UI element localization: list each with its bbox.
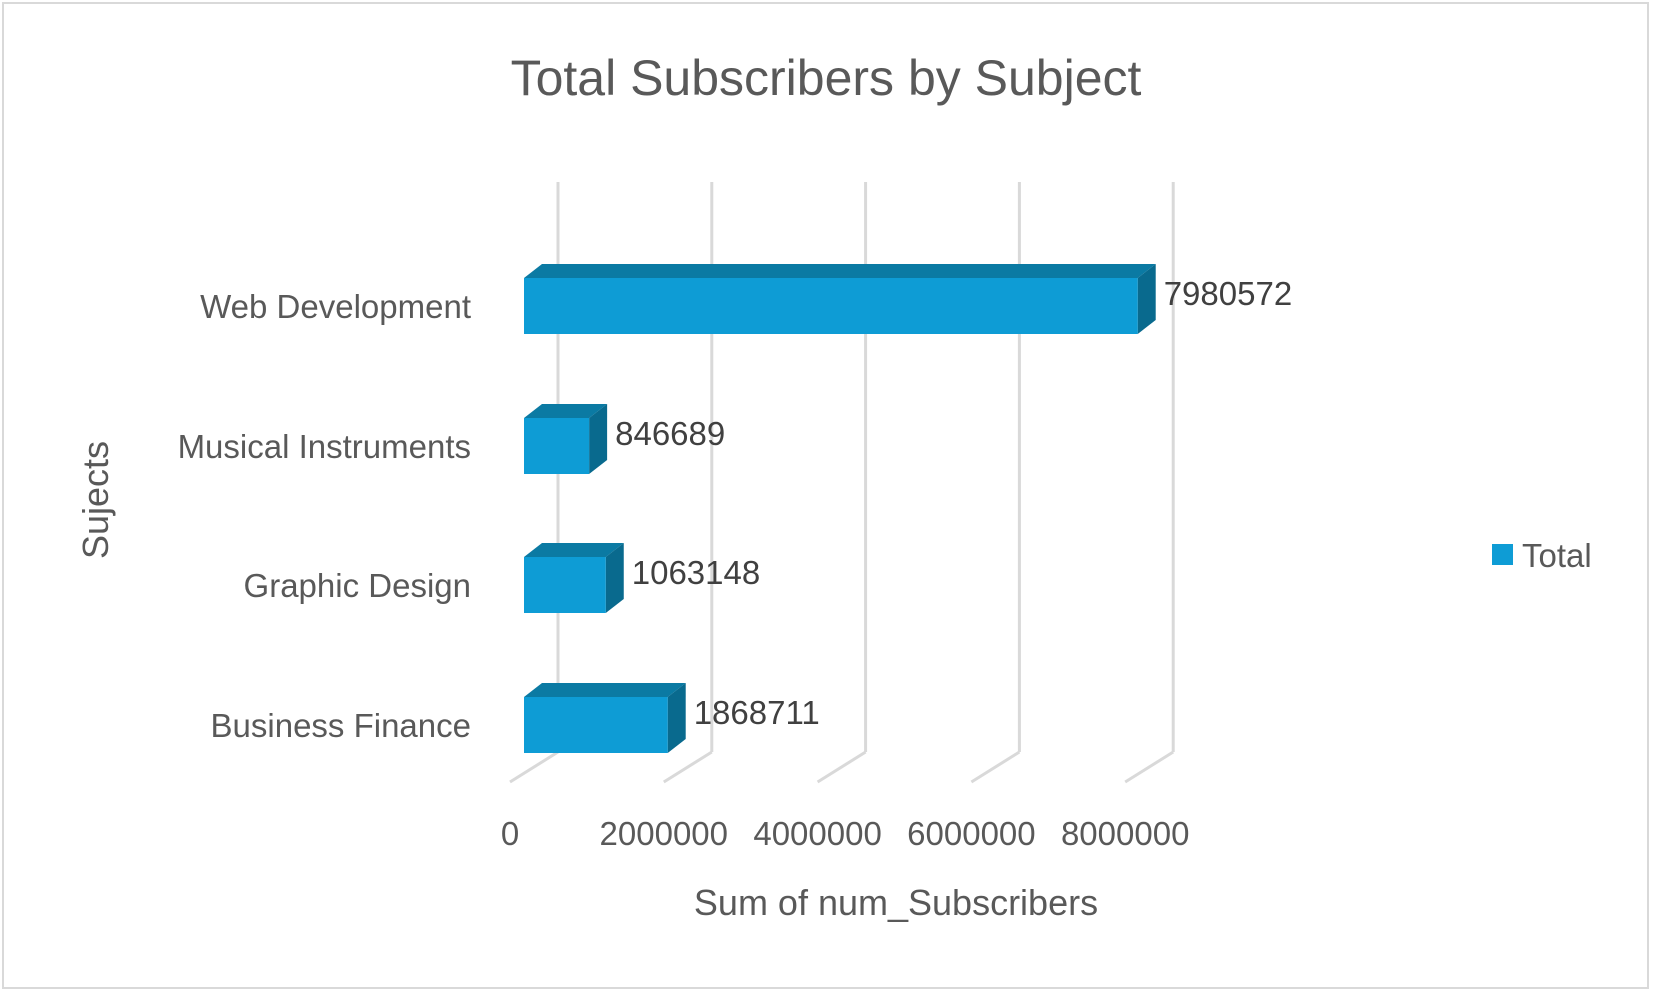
- bar: [524, 543, 624, 613]
- bar-side-face: [1137, 264, 1156, 334]
- bar-top-face: [524, 543, 624, 557]
- x-tick-label: 0: [501, 815, 519, 852]
- legend-label: Total: [1522, 537, 1592, 574]
- floor-line: [1124, 750, 1174, 784]
- floor-line: [816, 750, 867, 784]
- bar-front-face: [524, 418, 590, 474]
- bar: [524, 404, 608, 474]
- floor-line: [970, 750, 1021, 784]
- category-labels: Business Finance Graphic Design Musical In…: [178, 288, 471, 744]
- x-tick-labels: 0 2000000 4000000 6000000 8000000: [501, 815, 1190, 852]
- x-tick-label: 6000000: [907, 815, 1035, 852]
- bar-front-face: [524, 557, 606, 613]
- floor-line: [509, 750, 559, 784]
- bar-top-face: [524, 683, 686, 697]
- chart-title: Total Subscribers by Subject: [511, 50, 1142, 106]
- bar: [524, 264, 1156, 334]
- bar-side-face: [667, 683, 686, 753]
- bar-side-face: [605, 543, 624, 613]
- data-label: 1868711: [694, 694, 820, 731]
- category-label: Business Finance: [211, 707, 471, 744]
- bar-top-face: [524, 404, 608, 418]
- category-label: Graphic Design: [244, 567, 471, 604]
- floor-line: [663, 750, 713, 784]
- data-label: 1063148: [632, 554, 760, 591]
- bars: [524, 264, 1156, 753]
- x-tick-label: 2000000: [600, 815, 728, 852]
- data-labels: 1868711 1063148 846689 7980572: [615, 275, 1292, 731]
- legend: Total: [1492, 537, 1592, 574]
- x-axis-title: Sum of num_Subscribers: [694, 882, 1098, 923]
- bar: [524, 683, 686, 753]
- bar-front-face: [524, 697, 668, 753]
- legend-swatch: [1492, 544, 1513, 565]
- bar-top-face: [524, 264, 1156, 278]
- data-label: 7980572: [1164, 275, 1292, 312]
- x-tick-label: 4000000: [753, 815, 881, 852]
- y-axis-title: Sujects: [75, 441, 116, 559]
- bar-side-face: [589, 404, 608, 474]
- category-label: Musical Instruments: [178, 428, 471, 465]
- category-label: Web Development: [200, 288, 471, 325]
- data-label: 846689: [615, 415, 725, 452]
- x-tick-label: 8000000: [1061, 815, 1189, 852]
- bar-front-face: [524, 278, 1138, 334]
